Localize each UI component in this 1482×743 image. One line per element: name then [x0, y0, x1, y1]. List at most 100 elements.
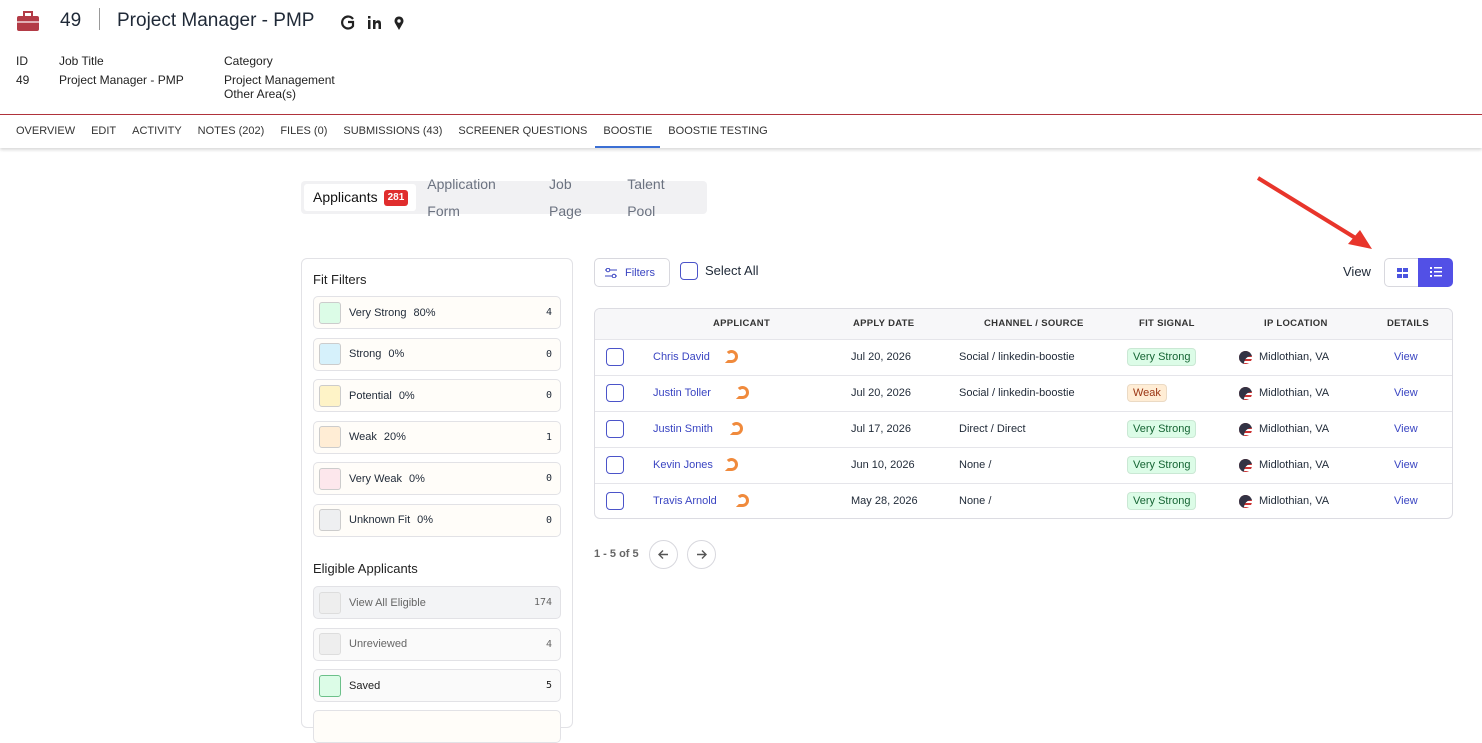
- apply-date: May 28, 2026: [851, 495, 918, 507]
- column-header: CHANNEL / SOURCE: [984, 318, 1084, 329]
- view-label: View: [1343, 264, 1371, 279]
- details-link[interactable]: View: [1394, 495, 1418, 507]
- button-label: Filters: [625, 266, 655, 279]
- filter-name: Unknown Fit: [349, 514, 411, 526]
- ip-location: Midlothian, VA: [1259, 423, 1330, 435]
- ip-location: Midlothian, VA: [1259, 351, 1330, 363]
- filter-count: 0: [545, 514, 552, 526]
- ip-location: Midlothian, VA: [1259, 387, 1330, 399]
- details-link[interactable]: View: [1394, 387, 1418, 399]
- tab[interactable]: NOTES (202): [197, 125, 265, 137]
- row-checkbox[interactable]: [606, 456, 624, 474]
- fit-filter[interactable]: Very Strong 80% 4: [313, 296, 561, 329]
- fit-filter[interactable]: Potential 0% 0: [313, 379, 561, 412]
- row-checkbox[interactable]: [606, 348, 624, 366]
- detail-label: Job Title: [59, 54, 104, 68]
- details-link[interactable]: View: [1394, 459, 1418, 471]
- list-view-button[interactable]: [1418, 258, 1453, 287]
- swatch: [319, 509, 341, 531]
- filter-count: 0: [545, 473, 552, 484]
- filter-count: 174: [533, 597, 552, 608]
- sub-tab-list: Application Form Job Page Talent Pool: [416, 171, 704, 225]
- tab[interactable]: FILES (0): [280, 125, 328, 137]
- sub-tab[interactable]: Job Page: [549, 175, 582, 219]
- detail-value: Project Management: [224, 73, 335, 87]
- filter-count: 1: [545, 431, 552, 443]
- detail-label: ID: [16, 54, 28, 68]
- detail-value: 49: [16, 73, 30, 87]
- filters-button[interactable]: Filters: [594, 258, 670, 287]
- sub-tab[interactable]: Application Form: [427, 175, 496, 219]
- details-link[interactable]: View: [1394, 423, 1418, 435]
- next-page[interactable]: [687, 540, 716, 569]
- table-row: Kevin Jones Jun 10, 2026 None / Very Strong…: [595, 447, 1452, 483]
- pagination-text: 1 - 5 of 5: [594, 548, 639, 560]
- column-header[interactable]: FIT SIGNAL: [1139, 318, 1195, 329]
- select-all-checkbox[interactable]: [680, 262, 698, 280]
- filter-name: Potential: [349, 389, 392, 402]
- filter-name: View All Eligible: [349, 596, 426, 609]
- source-icon: [735, 494, 749, 507]
- applicant-name[interactable]: Kevin Jones: [653, 459, 713, 471]
- detail-label: Category: [224, 54, 273, 68]
- job-number: 49: [60, 10, 82, 31]
- tab-bar: OVERVIEW EDIT ACTIVITY NOTES (202) FILES (0)…: [0, 114, 1482, 148]
- job-title: Project Manager - PMP: [117, 10, 315, 31]
- ip-location: Midlothian, VA: [1259, 495, 1330, 507]
- grid-view-button[interactable]: [1384, 258, 1419, 287]
- eligible-filter: [313, 710, 561, 743]
- sub-tab[interactable]: Applicants 281: [304, 184, 417, 211]
- filter-count: 0: [545, 390, 552, 401]
- swatch: [319, 384, 341, 407]
- eligible-filter[interactable]: Unreviewed 4: [313, 627, 561, 661]
- tab[interactable]: BOOSTIE: [595, 115, 661, 148]
- fit-badge: Weak: [1127, 384, 1167, 402]
- tab[interactable]: BOOSTIE TESTING: [668, 125, 768, 137]
- source-icon: [730, 422, 744, 435]
- row-checkbox[interactable]: [606, 420, 624, 438]
- eligible-filter[interactable]: View All Eligible 174: [313, 586, 561, 619]
- table-row: Travis Arnold May 28, 2026 None / Very Stro…: [595, 483, 1452, 518]
- briefcase-icon: [17, 11, 39, 31]
- row-checkbox[interactable]: [606, 492, 624, 510]
- header-icons[interactable]: [340, 14, 410, 32]
- flag-icon: [1239, 423, 1252, 436]
- filter-count: 5: [545, 680, 552, 691]
- page: 49 Project Manager - PMP ID 49 Job Title Pr…: [0, 8, 1482, 743]
- channel: None /: [959, 495, 992, 507]
- tab[interactable]: OVERVIEW: [16, 125, 76, 137]
- divider: [99, 8, 100, 30]
- filter-count: 0: [545, 348, 552, 360]
- applicant-name[interactable]: Chris David: [653, 351, 710, 363]
- prev-page[interactable]: [649, 540, 678, 569]
- applicant-name[interactable]: Justin Toller: [653, 387, 711, 399]
- fit-filter[interactable]: Weak 20% 1: [313, 420, 561, 454]
- applicant-name[interactable]: Justin Smith: [653, 423, 713, 435]
- apply-date: Jun 10, 2026: [851, 459, 915, 471]
- tab[interactable]: SUBMISSIONS (43): [343, 125, 443, 137]
- select-all-label: Select All: [705, 263, 759, 278]
- fit-filter[interactable]: Strong 0% 0: [313, 337, 561, 371]
- flag-icon: [1239, 351, 1252, 364]
- table-header: [595, 309, 1452, 339]
- count-badge: 281: [383, 189, 409, 206]
- fit-badge: Very Strong: [1127, 348, 1197, 366]
- sub-tab[interactable]: Talent Pool: [627, 175, 665, 219]
- column-header[interactable]: APPLY DATE: [853, 318, 915, 329]
- fit-filter[interactable]: Unknown Fit 0% 0: [313, 503, 561, 537]
- applicant-name[interactable]: Travis Arnold: [653, 495, 717, 507]
- tab[interactable]: ACTIVITY: [132, 125, 182, 137]
- details-link[interactable]: View: [1394, 351, 1418, 363]
- eligible-filter[interactable]: Saved 5: [313, 669, 561, 702]
- row-checkbox[interactable]: [606, 384, 624, 402]
- table-row: Chris David Jul 20, 2026 Social / linkedin…: [595, 339, 1452, 375]
- tab[interactable]: EDIT: [91, 125, 117, 137]
- filter-name: Weak: [349, 431, 377, 443]
- sub-tabs: Applicants 281 Application Form Job Page Ta…: [301, 176, 707, 219]
- tab[interactable]: SCREENER QUESTIONS: [458, 125, 588, 137]
- filter-percent: 0%: [417, 514, 434, 526]
- filter-name: Very Weak: [349, 472, 402, 485]
- table-row: Justin Smith Jul 17, 2026 Direct / Direct V…: [595, 411, 1452, 447]
- fit-filter[interactable]: Very Weak 0% 0: [313, 462, 561, 495]
- filter-name: Very Strong: [349, 306, 407, 319]
